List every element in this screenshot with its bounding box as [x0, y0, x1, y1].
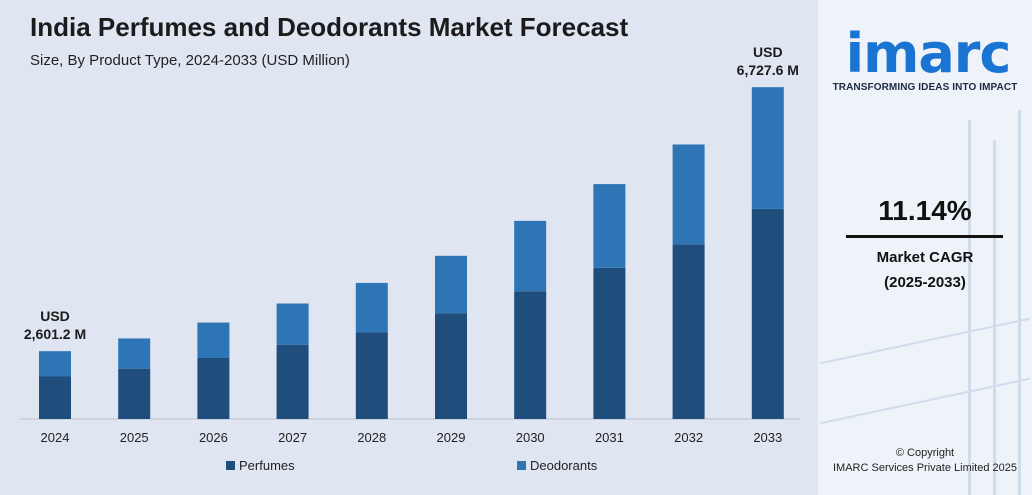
bar-perfumes-2030: [514, 291, 547, 419]
x-tick-label-2033: 2033: [753, 430, 782, 445]
legend-swatch-perfumes: [226, 461, 235, 470]
info-panel: imarc TRANSFORMING IDEAS INTO IMPACT 11.…: [818, 0, 1032, 495]
bar-perfumes-2032: [672, 244, 705, 419]
bar-deodorants-2033: [751, 87, 784, 209]
decor-line: [820, 317, 1030, 365]
cagr-divider: [846, 235, 1003, 238]
chart-title: India Perfumes and Deodorants Market For…: [30, 12, 629, 42]
total-label-2033: USD 6,727.6 M: [723, 43, 813, 79]
x-tick-label-2026: 2026: [199, 430, 228, 445]
copyright: © Copyright IMARC Services Private Limit…: [818, 446, 1032, 476]
legend-label-deodorants: Deodorants: [530, 458, 598, 473]
bar-chart: 2024 2025 2026 2027 2028 2029 2030 2031 2032 2033: [20, 87, 800, 445]
bar-perfumes-2024: [39, 376, 71, 419]
total-label-2033-value: 6,727.6 M: [736, 62, 799, 79]
cagr-value: 11.14%: [878, 195, 972, 226]
bar-deodorants-2031: [593, 184, 626, 268]
bar-deodorants-2026: [197, 322, 230, 358]
cagr-period: (2025-2033): [884, 274, 966, 291]
cagr-label: Market CAGR: [876, 249, 974, 266]
total-label-2033-currency: USD: [753, 44, 783, 61]
imarc-logo: imarc: [846, 22, 1012, 85]
bar-perfumes-2031: [593, 267, 626, 419]
legend-item-deodorants: Deodorants: [517, 458, 597, 473]
decor-line: [820, 377, 1030, 425]
bar-perfumes-2028: [355, 332, 388, 419]
decor-line: [993, 140, 996, 495]
bar-perfumes-2029: [435, 313, 467, 419]
x-tick-label-2029: 2029: [437, 430, 466, 445]
chart-subtitle: Size, By Product Type, 2024-2033 (USD Mi…: [30, 52, 350, 69]
legend-item-perfumes: Perfumes: [226, 458, 295, 473]
total-label-2024: USD 2,601.2 M: [10, 307, 100, 343]
x-tick-label-2024: 2024: [41, 430, 70, 445]
bar-perfumes-2025: [118, 368, 151, 419]
brand-tagline: TRANSFORMING IDEAS INTO IMPACT: [832, 82, 1018, 93]
bar-deodorants-2032: [672, 144, 705, 245]
chart-legend: Perfumes Deodorants: [0, 458, 818, 478]
total-label-2024-currency: USD: [40, 308, 70, 325]
bar-deodorants-2027: [276, 303, 309, 345]
svg-text:imarc: imarc: [846, 22, 1011, 85]
x-tick-label-2025: 2025: [120, 430, 149, 445]
bar-perfumes-2026: [197, 357, 230, 419]
bar-deodorants-2024: [39, 351, 71, 377]
x-tick-label-2031: 2031: [595, 430, 624, 445]
legend-swatch-deodorants: [517, 461, 526, 470]
bar-deodorants-2030: [514, 220, 547, 292]
bar-deodorants-2029: [435, 255, 467, 314]
copyright-company: IMARC Services Private Limited 2025: [832, 462, 1017, 474]
copyright-line: © Copyright: [895, 447, 955, 459]
x-tick-label-2028: 2028: [357, 430, 386, 445]
bar-deodorants-2028: [355, 282, 388, 333]
decor-line: [1018, 110, 1021, 495]
bar-deodorants-2025: [118, 338, 151, 369]
x-tick-label-2032: 2032: [674, 430, 703, 445]
legend-label-perfumes: Perfumes: [239, 458, 295, 473]
total-label-2024-value: 2,601.2 M: [23, 326, 87, 343]
x-tick-label-2030: 2030: [516, 430, 545, 445]
decor-line: [968, 120, 971, 495]
bar-perfumes-2033: [751, 208, 784, 419]
bar-perfumes-2027: [276, 344, 309, 419]
chart-panel: India Perfumes and Deodorants Market For…: [0, 0, 818, 495]
x-tick-label-2027: 2027: [278, 430, 307, 445]
